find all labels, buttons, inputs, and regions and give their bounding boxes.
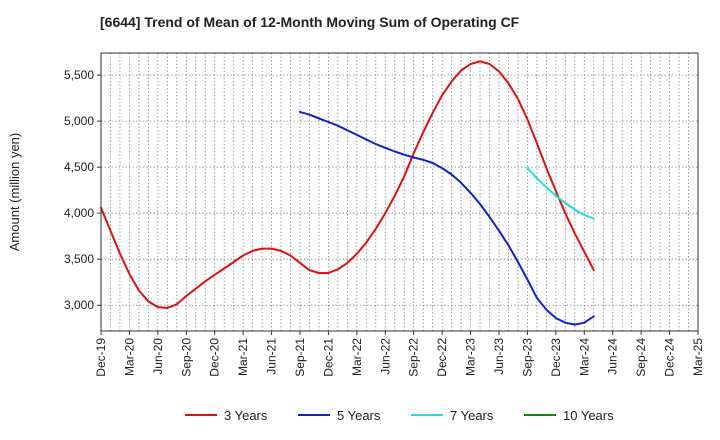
x-tick-label: Sep-22 bbox=[407, 338, 421, 377]
x-tick-label: Mar-21 bbox=[236, 338, 250, 376]
x-tick-label: Jun-21 bbox=[265, 338, 279, 375]
series-line-7-years bbox=[526, 167, 595, 220]
x-tick-label: Dec-23 bbox=[549, 338, 563, 377]
legend-label-3-years: 3 Years bbox=[224, 408, 268, 423]
x-tick-label: Jun-23 bbox=[492, 338, 506, 375]
x-tick-label: Mar-23 bbox=[464, 338, 478, 376]
chart-title: [6644] Trend of Mean of 12-Month Moving … bbox=[100, 14, 520, 30]
y-tick-label: 5,000 bbox=[64, 114, 94, 128]
y-tick-label: 4,000 bbox=[64, 206, 94, 220]
plot-frame bbox=[100, 52, 699, 332]
series-line-5-years bbox=[299, 110, 595, 326]
x-tick-label: Mar-22 bbox=[350, 338, 364, 376]
x-tick-label: Jun-24 bbox=[606, 338, 620, 375]
series-lines bbox=[100, 60, 595, 326]
x-tick-label: Jun-20 bbox=[151, 338, 165, 375]
x-tick-labels: Dec-19 Mar-20 Jun-20 Sep-20 Dec-20 Mar-21 Jun-… bbox=[94, 331, 705, 377]
y-axis-label: Amount (million yen) bbox=[7, 133, 22, 252]
gridlines bbox=[101, 53, 698, 331]
legend-label-7-years: 7 Years bbox=[450, 408, 494, 423]
y-tick-label: 3,500 bbox=[64, 252, 94, 266]
y-tick-label: 3,000 bbox=[64, 298, 94, 312]
y-tick-labels: 3,000 3,500 4,000 4,500 5,000 5,500 bbox=[64, 68, 101, 312]
x-tick-label: Sep-20 bbox=[179, 338, 193, 377]
x-tick-label: Dec-22 bbox=[435, 338, 449, 377]
x-tick-label: Dec-20 bbox=[208, 338, 222, 377]
x-tick-label: Dec-21 bbox=[321, 338, 335, 377]
x-tick-label: Mar-24 bbox=[577, 338, 591, 376]
y-tick-label: 4,500 bbox=[64, 160, 94, 174]
x-tick-label: Mar-20 bbox=[122, 338, 136, 376]
x-tick-label: Mar-25 bbox=[691, 338, 705, 376]
x-tick-label: Dec-19 bbox=[94, 338, 108, 377]
legend-label-10-years: 10 Years bbox=[563, 408, 614, 423]
x-tick-label: Dec-24 bbox=[663, 338, 677, 377]
series-line-3-years bbox=[100, 60, 595, 309]
x-tick-label: Sep-21 bbox=[293, 338, 307, 377]
legend-label-5-years: 5 Years bbox=[337, 408, 381, 423]
legend: 3 Years 5 Years 7 Years 10 Years bbox=[185, 408, 614, 423]
x-tick-label: Sep-23 bbox=[520, 338, 534, 377]
x-tick-label: Sep-24 bbox=[634, 338, 648, 377]
plot-area bbox=[101, 53, 698, 331]
x-tick-label: Jun-22 bbox=[378, 338, 392, 375]
y-tick-label: 5,500 bbox=[64, 68, 94, 82]
